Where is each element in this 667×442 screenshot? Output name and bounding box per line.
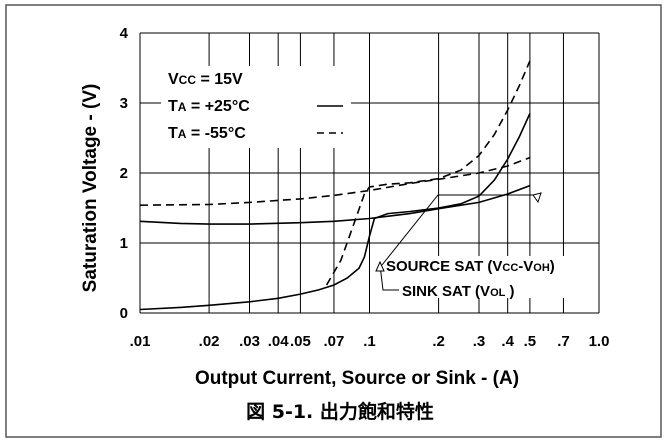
y-axis-title: Saturation Voltage - (V): [80, 84, 101, 293]
x-tick-label: .02: [199, 333, 220, 350]
source-solid-curve: [139, 184, 531, 225]
x-axis-title: Output Current, Source or Sink - (A): [195, 368, 519, 389]
x-tick-label: .2: [432, 333, 445, 350]
x-tick-labels: .01 .02 .03 .04.05 .07 .1 .2 .3 .4 .5 .7 1.0: [130, 333, 610, 350]
y-tick-label: 0: [120, 305, 128, 322]
annotations: SOURCE SAT (VCC-VOH) SINK SAT (VOL ): [375, 192, 598, 300]
x-tick-label: .5: [524, 333, 537, 350]
x-tick-label: .3: [473, 333, 486, 350]
legend: VCC = 15V TA = +25°C TA = -55°C: [161, 66, 351, 148]
y-tick-label: 2: [120, 165, 128, 182]
source-leader-line: [381, 194, 533, 266]
x-tick-label: .04: [268, 333, 290, 350]
legend-vcc: VCC = 15V: [168, 71, 243, 88]
annotation-background: [386, 256, 598, 298]
y-tick-label: 3: [120, 95, 128, 112]
x-tick-label: .4: [501, 333, 514, 350]
x-tick-label: 1.0: [589, 333, 610, 350]
data-series: [139, 60, 531, 311]
x-tick-label: .07: [324, 333, 345, 350]
annotation-source-sat: SOURCE SAT (VCC-VOH): [386, 258, 555, 275]
legend-background: [161, 66, 351, 148]
figure-caption: 図 5-1. 出力飽和特性: [246, 400, 434, 423]
sink-dashed-curve: [325, 60, 531, 286]
source-leader-arrow: [532, 192, 542, 204]
x-tick-label: .01: [130, 333, 151, 350]
sink-leader-line: [379, 264, 399, 291]
x-tick-label: .03: [239, 333, 260, 350]
x-tick-label: .7: [557, 333, 570, 350]
figure-frame: [5, 4, 662, 438]
x-tick-label: .05: [290, 333, 311, 350]
x-tick-label: .1: [363, 333, 376, 350]
source-dashed-curve: [139, 156, 531, 206]
y-tick-labels: 0 1 2 3 4: [120, 25, 129, 322]
y-tick-label: 4: [120, 25, 129, 42]
legend-ta-55: TA = -55°C: [168, 125, 246, 142]
sink-solid-curve: [139, 113, 531, 311]
y-tick-label: 1: [120, 235, 128, 252]
legend-ta-25: TA = +25°C: [168, 98, 250, 115]
sink-leader-arrow: [375, 260, 385, 272]
annotation-sink-sat: SINK SAT (VOL ): [402, 283, 515, 300]
